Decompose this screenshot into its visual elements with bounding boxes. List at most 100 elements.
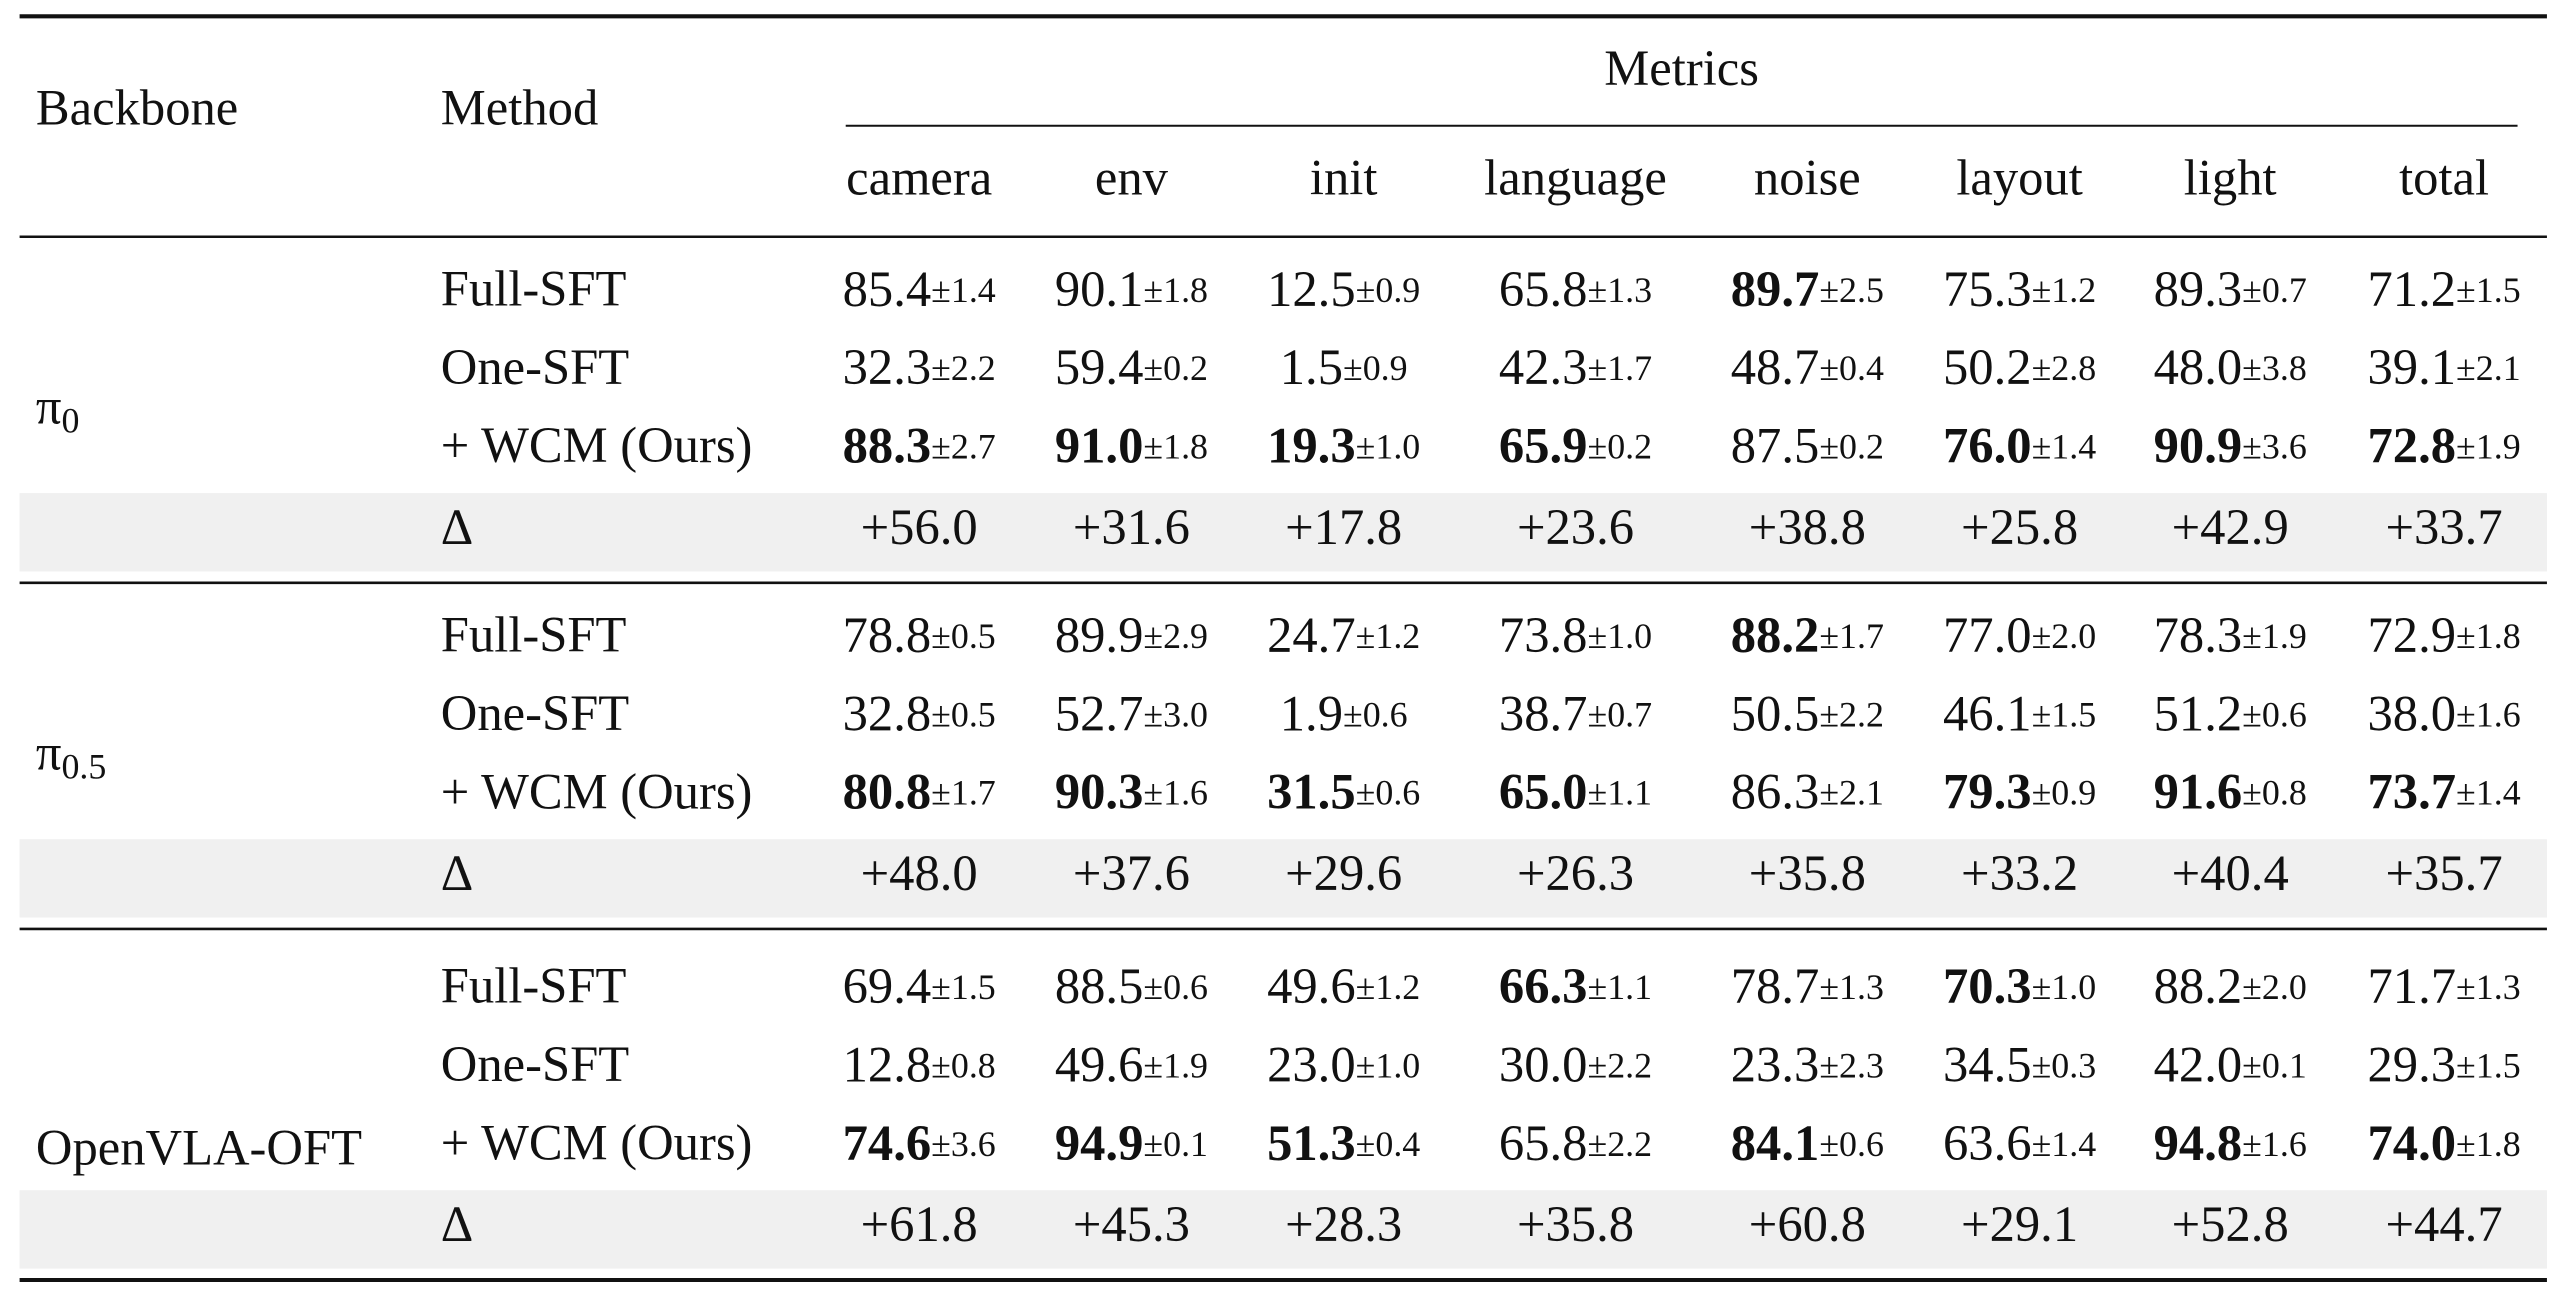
column-header: init [1310, 149, 1378, 205]
metric-mean: 65.8 [1499, 1114, 1588, 1170]
metric-mean: 12.8 [843, 1036, 932, 1092]
metric-std: ±1.2 [1356, 967, 1421, 1007]
metric-cell: 24.7±1.2 [1267, 607, 1420, 663]
metric-std: ±1.4 [931, 270, 996, 310]
backbone-label: OpenVLA-OFT [36, 1119, 362, 1175]
metric-cell: 80.8±1.7 [843, 763, 996, 819]
metric-cell: 38.0±1.6 [2367, 685, 2520, 741]
metric-std: ±1.5 [2032, 695, 2097, 735]
delta-value: +33.7 [2386, 499, 2503, 555]
metric-mean: 71.2 [2367, 260, 2456, 316]
metric-mean: 89.3 [2154, 260, 2243, 316]
metric-cell: 89.7±2.5 [1731, 260, 1884, 316]
metric-cell: 72.8±1.9 [2367, 417, 2520, 473]
metric-mean: 78.8 [843, 607, 932, 663]
delta-value: +42.9 [2172, 499, 2289, 555]
metric-std: ±1.4 [2032, 427, 2097, 467]
metric-std: ±0.4 [1356, 1124, 1421, 1164]
metric-mean: 86.3 [1731, 763, 1820, 819]
metric-std: ±0.9 [2032, 773, 2097, 813]
metric-std: ±0.7 [2242, 270, 2307, 310]
backbone-symbol: π [36, 724, 62, 780]
metric-cell: 23.3±2.3 [1731, 1036, 1884, 1092]
metric-std: ±2.8 [2032, 348, 2097, 388]
metric-mean: 42.3 [1499, 339, 1588, 395]
metric-mean: 51.2 [2154, 685, 2243, 741]
metric-cell: 78.3±1.9 [2154, 607, 2307, 663]
metric-std: ±1.0 [1356, 1046, 1421, 1086]
metric-mean: 88.2 [1731, 607, 1820, 663]
backbone-subscript: 0 [61, 401, 79, 441]
metric-std: ±0.1 [1143, 1124, 1208, 1164]
metric-std: ±1.8 [2456, 1124, 2521, 1164]
metric-mean: 48.7 [1731, 339, 1820, 395]
metric-std: ±1.9 [2242, 616, 2307, 656]
metric-std: ±1.1 [1588, 967, 1653, 1007]
metric-mean: 74.6 [843, 1114, 932, 1170]
metric-cell: 78.7±1.3 [1731, 958, 1884, 1014]
metric-mean: 89.9 [1055, 607, 1144, 663]
metric-mean: 78.7 [1731, 958, 1820, 1014]
metric-std: ±2.2 [1588, 1124, 1653, 1164]
metric-std: ±0.4 [1819, 348, 1884, 388]
delta-row-shade [19, 493, 2547, 572]
backbone-symbol: OpenVLA-OFT [36, 1119, 362, 1175]
delta-label: Δ [441, 845, 474, 901]
metric-mean: 42.0 [2154, 1036, 2243, 1092]
metric-cell: 23.0±1.0 [1267, 1036, 1420, 1092]
metric-cell: 1.9±0.6 [1280, 685, 1408, 741]
metric-mean: 65.8 [1499, 260, 1588, 316]
metric-cell: 78.8±0.5 [843, 607, 996, 663]
delta-value: +31.6 [1073, 499, 1190, 555]
backbone-label: π0.5 [36, 724, 106, 787]
metric-std: ±0.8 [931, 1046, 996, 1086]
metric-cell: 86.3±2.1 [1731, 763, 1884, 819]
metric-mean: 50.2 [1943, 339, 2032, 395]
metric-std: ±1.8 [1143, 270, 1208, 310]
metric-cell: 74.0±1.8 [2367, 1114, 2520, 1170]
metric-std: ±2.2 [1588, 1046, 1653, 1086]
metric-std: ±2.3 [1819, 1046, 1884, 1086]
delta-value: +17.8 [1285, 499, 1402, 555]
metric-std: ±0.8 [2242, 773, 2307, 813]
backbone-symbol: π [36, 378, 62, 434]
delta-value: +48.0 [861, 845, 978, 901]
metric-mean: 71.7 [2367, 958, 2456, 1014]
metric-cell: 46.1±1.5 [1943, 685, 2096, 741]
delta-value: +25.8 [1961, 499, 2078, 555]
metric-mean: 80.8 [843, 763, 932, 819]
metric-mean: 70.3 [1943, 958, 2032, 1014]
metric-cell: 89.9±2.9 [1055, 607, 1208, 663]
metric-std: ±0.9 [1343, 348, 1408, 388]
method-label: One-SFT [441, 1036, 629, 1092]
delta-label: Δ [441, 1196, 474, 1252]
metric-mean: 88.2 [2154, 958, 2243, 1014]
metric-mean: 1.9 [1280, 685, 1343, 741]
metric-mean: 76.0 [1943, 417, 2032, 473]
metric-cell: 88.2±1.7 [1731, 607, 1884, 663]
metric-cell: 30.0±2.2 [1499, 1036, 1652, 1092]
metric-cell: 69.4±1.5 [843, 958, 996, 1014]
metric-std: ±0.7 [1588, 695, 1653, 735]
metric-mean: 49.6 [1267, 958, 1356, 1014]
metric-mean: 79.3 [1943, 763, 2032, 819]
metric-cell: 94.8±1.6 [2154, 1114, 2307, 1170]
metric-std: ±3.8 [2242, 348, 2307, 388]
metric-mean: 32.8 [843, 685, 932, 741]
method-label: + WCM (Ours) [441, 763, 753, 819]
metric-cell: 39.1±2.1 [2367, 339, 2520, 395]
metric-cell: 42.0±0.1 [2154, 1036, 2307, 1092]
metric-std: ±0.5 [931, 695, 996, 735]
metric-std: ±1.6 [2456, 695, 2521, 735]
metric-cell: 85.4±1.4 [843, 260, 996, 316]
metric-std: ±0.6 [1819, 1124, 1884, 1164]
metric-cell: 59.4±0.2 [1055, 339, 1208, 395]
delta-value: +29.1 [1961, 1196, 2078, 1252]
delta-label: Δ [441, 499, 474, 555]
metric-cell: 63.6±1.4 [1943, 1114, 2096, 1170]
delta-value: +61.8 [861, 1196, 978, 1252]
delta-value: +45.3 [1073, 1196, 1190, 1252]
metric-cell: 32.8±0.5 [843, 685, 996, 741]
metric-std: ±1.2 [2032, 270, 2097, 310]
metric-cell: 38.7±0.7 [1499, 685, 1652, 741]
